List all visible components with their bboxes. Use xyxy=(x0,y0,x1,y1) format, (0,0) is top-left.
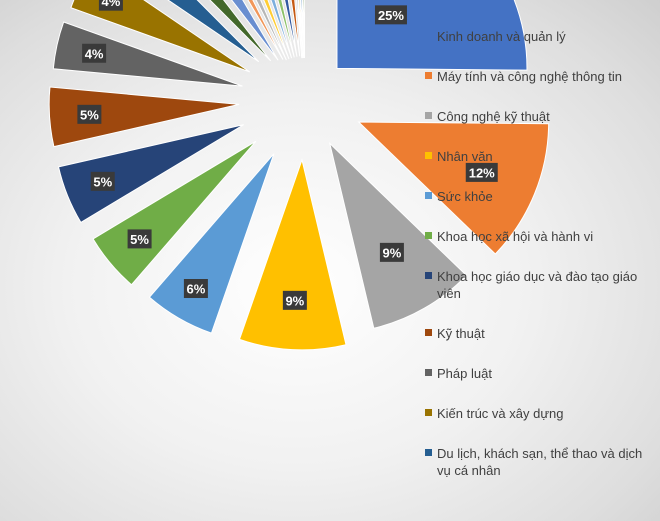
chart-legend: Kinh doanh và quản lý Máy tính và công ng… xyxy=(425,28,657,479)
data-label-box xyxy=(82,43,107,63)
pie-slice xyxy=(300,0,305,59)
data-label: 5% xyxy=(80,107,99,122)
pie-slice xyxy=(270,0,293,59)
pie-slice xyxy=(255,0,287,61)
pie-slice xyxy=(328,141,468,329)
legend-label: Du lịch, khách sạn, thể thao và dịch vụ … xyxy=(437,446,643,478)
pie-slice xyxy=(48,86,240,148)
data-label-box xyxy=(77,104,102,124)
legend-item: Pháp luật xyxy=(425,365,657,382)
pie-slice xyxy=(302,0,306,59)
legend-label: Khoa học xã hội và hành vi xyxy=(437,229,594,244)
pie-slice xyxy=(52,21,243,87)
pie-slice xyxy=(57,124,245,224)
legend-label: Kỹ thuật xyxy=(437,326,485,341)
data-label-box xyxy=(98,0,123,11)
legend-label: Nhân văn xyxy=(437,149,493,164)
pie-slice xyxy=(296,0,303,59)
pie-slice xyxy=(92,140,257,286)
legend-swatch xyxy=(425,32,432,39)
data-label: 5% xyxy=(130,232,149,247)
data-label: 4% xyxy=(102,0,121,9)
legend-item: Kinh doanh và quản lý xyxy=(425,28,657,45)
data-label: 6% xyxy=(187,282,206,297)
legend-swatch xyxy=(425,329,432,336)
pie-slice xyxy=(231,0,279,61)
data-label-box xyxy=(465,162,498,182)
legend-item: Máy tính và công nghệ thông tin xyxy=(425,68,657,85)
pie-slice xyxy=(247,0,284,60)
pie-slice xyxy=(70,0,251,73)
legend-item: Kỹ thuật xyxy=(425,325,657,342)
legend-item: Công nghệ kỹ thuật xyxy=(425,108,657,125)
data-label: 5% xyxy=(93,174,112,189)
data-label-box xyxy=(183,279,208,299)
pie-slice xyxy=(290,0,301,57)
legend-swatch xyxy=(425,409,432,416)
pie-slice xyxy=(167,0,260,63)
pie-slice xyxy=(277,0,295,58)
legend-swatch xyxy=(425,112,432,119)
legend-item: Khoa học xã hội và hành vi xyxy=(425,228,657,245)
data-label: 9% xyxy=(285,293,304,308)
legend-label: Kiến trúc và xây dựng xyxy=(437,406,564,421)
legend-swatch xyxy=(425,449,432,456)
pie-slice xyxy=(357,121,550,255)
legend-item: Khoa học giáo dục và đào tạo giáo viên xyxy=(425,268,657,302)
legend-label: Công nghệ kỹ thuật xyxy=(437,109,550,124)
legend-swatch xyxy=(425,152,432,159)
data-label-box xyxy=(379,242,404,262)
pie-slice xyxy=(238,158,347,351)
data-label: 9% xyxy=(383,245,402,260)
legend-swatch xyxy=(425,192,432,199)
legend-swatch xyxy=(425,72,432,79)
legend-item: Kiến trúc và xây dựng xyxy=(425,405,657,422)
data-label: 12% xyxy=(469,165,495,180)
data-label: 4% xyxy=(85,46,104,61)
legend-item: Sức khỏe xyxy=(425,188,657,205)
data-label-box xyxy=(90,171,115,191)
legend-swatch xyxy=(425,232,432,239)
legend-label: Kinh doanh và quản lý xyxy=(437,29,566,44)
legend-swatch xyxy=(425,272,432,279)
data-label-box xyxy=(282,290,307,310)
legend-label: Khoa học giáo dục và đào tạo giáo viên xyxy=(437,269,638,301)
legend-swatch xyxy=(425,369,432,376)
data-label: 25% xyxy=(378,8,404,23)
legend-label: Pháp luật xyxy=(437,366,492,381)
data-label-box xyxy=(127,229,152,249)
legend-label: Sức khỏe xyxy=(437,189,493,204)
legend-label: Máy tính và công nghệ thông tin xyxy=(437,69,623,84)
pie-slice xyxy=(148,153,275,334)
data-label-box xyxy=(374,5,407,25)
legend-item: Du lịch, khách sạn, thể thao và dịch vụ … xyxy=(425,445,657,479)
legend-item: Nhân văn xyxy=(425,148,657,165)
